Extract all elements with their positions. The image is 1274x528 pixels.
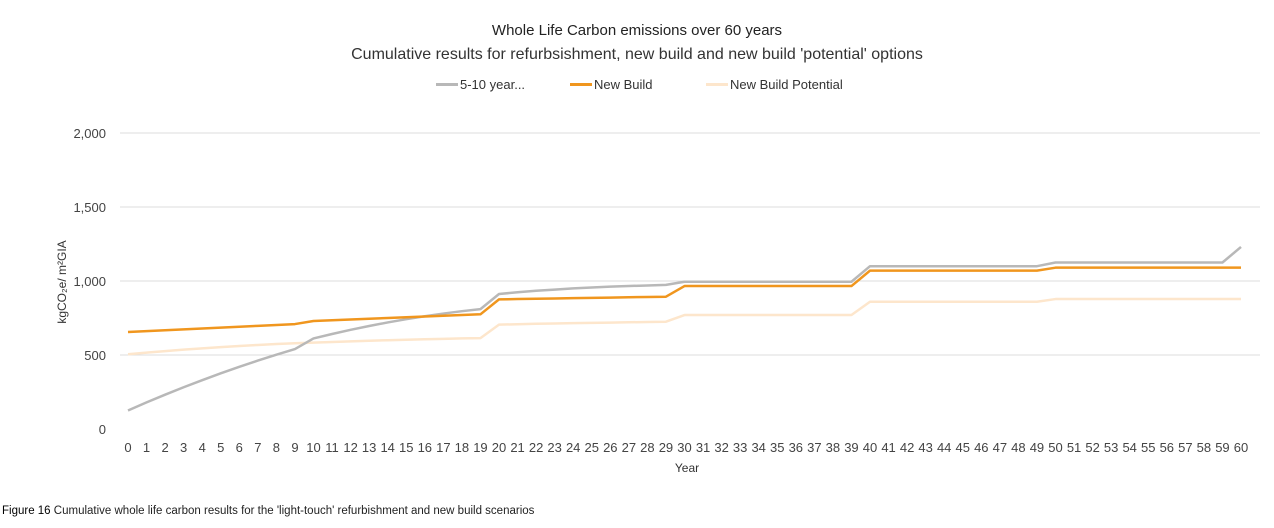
x-tick-label: 50 [1048, 440, 1062, 455]
x-tick-label: 0 [124, 440, 131, 455]
series-line-new-build [127, 266, 1241, 334]
x-tick-label: 46 [974, 440, 988, 455]
x-tick-label: 57 [1178, 440, 1192, 455]
chart-legend: 5-10 year... New Build New Build Potenti… [0, 75, 1274, 93]
x-tick-label: 4 [199, 440, 206, 455]
x-tick-label: 38 [826, 440, 840, 455]
y-tick-label: 2,000 [73, 126, 106, 141]
x-tick-label: 7 [254, 440, 261, 455]
x-tick-label: 21 [510, 440, 524, 455]
gridlines [120, 132, 1260, 356]
x-tick-label: 42 [900, 440, 914, 455]
x-tick-label: 37 [807, 440, 821, 455]
x-tick-label: 60 [1234, 440, 1248, 455]
x-tick-label: 55 [1141, 440, 1155, 455]
y-tick-label: 500 [84, 348, 106, 363]
x-tick-label: 54 [1122, 440, 1136, 455]
x-tick-label: 45 [956, 440, 970, 455]
x-tick-label: 53 [1104, 440, 1118, 455]
x-tick-label: 47 [993, 440, 1007, 455]
figure-label: Figure 16 [2, 505, 51, 517]
legend-label-new-build-potential: New Build Potential [730, 76, 843, 92]
x-tick-label: 25 [585, 440, 599, 455]
x-tick-label: 44 [937, 440, 951, 455]
x-tick-label: 43 [918, 440, 932, 455]
legend-label-new-build: New Build [594, 76, 653, 92]
x-tick-label: 24 [566, 440, 580, 455]
y-tick-labels: 0 500 1,000 1,500 2,000 [73, 126, 106, 437]
x-tick-label: 27 [622, 440, 636, 455]
x-tick-label: 5 [217, 440, 224, 455]
x-tick-label: 35 [770, 440, 784, 455]
x-tick-label: 14 [380, 440, 394, 455]
x-tick-label: 30 [677, 440, 691, 455]
x-tick-label: 12 [343, 440, 357, 455]
x-tick-label: 17 [436, 440, 450, 455]
x-tick-label: 51 [1067, 440, 1081, 455]
figure-caption-text: Cumulative whole life carbon results for… [50, 505, 535, 517]
x-tick-label: 48 [1011, 440, 1025, 455]
x-tick-label: 34 [751, 440, 765, 455]
series-lines [127, 246, 1242, 412]
x-tick-label: 20 [492, 440, 506, 455]
legend-item-refurbishment[interactable]: 5-10 year... [436, 75, 525, 93]
x-tick-label: 11 [325, 440, 339, 455]
legend-item-new-build-potential[interactable]: New Build Potential [706, 75, 843, 93]
legend-swatch-new-build-potential [706, 82, 728, 86]
series-line-new-build-potential [127, 297, 1241, 356]
x-tick-label: 2 [161, 440, 168, 455]
x-tick-label: 6 [236, 440, 243, 455]
x-tick-label: 10 [306, 440, 320, 455]
x-tick-label: 28 [640, 440, 654, 455]
x-tick-label: 31 [696, 440, 710, 455]
legend-swatch-new-build [570, 82, 592, 86]
x-tick-label: 39 [844, 440, 858, 455]
y-tick-label: 1,000 [73, 274, 106, 289]
x-tick-label: 59 [1215, 440, 1229, 455]
chart-title: Whole Life Carbon emissions over 60 year… [491, 22, 783, 39]
x-tick-label: 19 [473, 440, 487, 455]
x-tick-label: 32 [714, 440, 728, 455]
x-tick-label: 23 [547, 440, 561, 455]
x-tick-label: 13 [362, 440, 376, 455]
x-tick-label: 40 [863, 440, 877, 455]
x-tick-label: 56 [1160, 440, 1174, 455]
legend-label-refurbishment: 5-10 year... [460, 76, 526, 92]
x-tick-label: 52 [1085, 440, 1099, 455]
x-tick-label: 16 [418, 440, 432, 455]
x-tick-label: 33 [733, 440, 747, 455]
x-tick-label: 26 [603, 440, 617, 455]
x-tick-label: 18 [455, 440, 469, 455]
x-tick-label: 8 [273, 440, 280, 455]
legend-item-new-build[interactable]: New Build [570, 75, 653, 93]
x-tick-labels: 0 1 2 3 4 5 6 7 8 9 10 11 12 13 14 15 16 17 18 19 20 21 22 23 24… [124, 440, 1248, 455]
x-tick-label: 9 [291, 440, 298, 455]
chart-subtitle: Cumulative results for refurbsishment, n… [351, 46, 923, 63]
x-axis-label: Year [675, 461, 699, 475]
figure-caption: Figure 16 Cumulative whole life carbon r… [2, 505, 534, 517]
x-tick-label: 49 [1030, 440, 1044, 455]
x-tick-label: 58 [1197, 440, 1211, 455]
x-tick-label: 15 [399, 440, 413, 455]
x-tick-label: 29 [659, 440, 673, 455]
legend-swatch-refurbishment [436, 82, 458, 86]
y-tick-label: 1,500 [73, 200, 106, 215]
series-line-refurbishment [127, 246, 1242, 412]
x-tick-label: 1 [143, 440, 150, 455]
x-tick-label: 36 [789, 440, 803, 455]
x-tick-label: 22 [529, 440, 543, 455]
x-tick-label: 41 [881, 440, 895, 455]
y-axis-label: kgCO₂e/ m²GIA [55, 240, 69, 323]
x-tick-label: 3 [180, 440, 187, 455]
y-tick-label: 0 [99, 422, 106, 437]
